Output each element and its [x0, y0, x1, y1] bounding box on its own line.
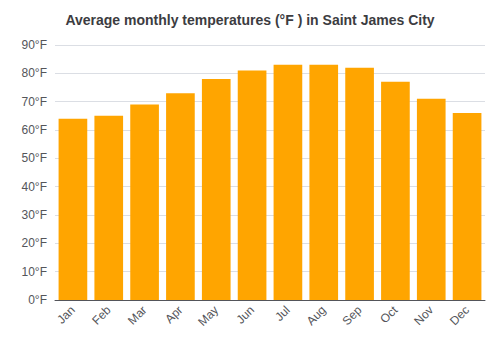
svg-text:70°F: 70°F [22, 95, 47, 109]
svg-text:Dec: Dec [447, 303, 472, 328]
svg-text:Jul: Jul [272, 303, 293, 324]
svg-text:40°F: 40°F [22, 180, 47, 194]
svg-text:Aug: Aug [304, 303, 329, 328]
svg-text:Mar: Mar [125, 303, 150, 327]
svg-text:May: May [195, 303, 221, 329]
svg-text:Average monthly temperatures (: Average monthly temperatures (°F ) in Sa… [65, 12, 434, 28]
svg-text:80°F: 80°F [22, 66, 47, 80]
svg-text:Apr: Apr [162, 303, 185, 326]
svg-text:0°F: 0°F [28, 293, 47, 307]
svg-text:Nov: Nov [411, 303, 436, 328]
svg-text:Sep: Sep [340, 303, 365, 328]
svg-text:Feb: Feb [89, 303, 114, 328]
svg-text:Jan: Jan [54, 303, 78, 327]
svg-text:20°F: 20°F [22, 236, 47, 250]
svg-text:60°F: 60°F [22, 123, 47, 137]
svg-text:Oct: Oct [377, 303, 401, 327]
svg-text:30°F: 30°F [22, 208, 47, 222]
svg-text:50°F: 50°F [22, 151, 47, 165]
svg-text:10°F: 10°F [22, 265, 47, 279]
svg-text:Jun: Jun [233, 303, 257, 327]
svg-text:90°F: 90°F [22, 38, 47, 52]
